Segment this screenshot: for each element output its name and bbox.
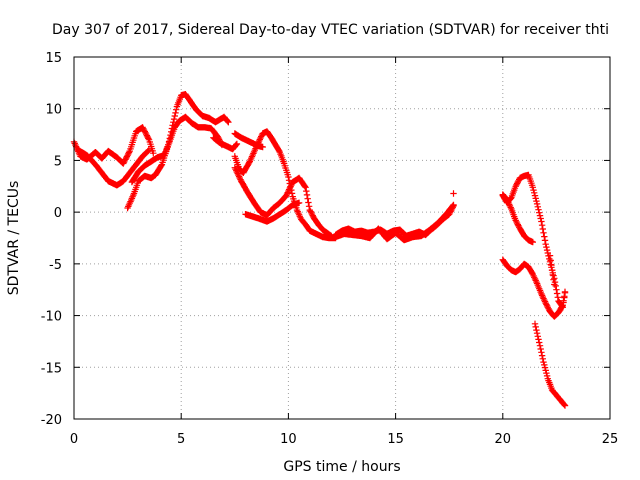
y-tick-label: 10 xyxy=(45,103,62,118)
x-tick-label: 0 xyxy=(70,432,78,447)
y-axis-label: SDTVAR / TECUs xyxy=(6,181,22,296)
data-series-16 xyxy=(531,320,569,409)
data-series-12 xyxy=(450,190,457,197)
grid-lines xyxy=(74,57,610,419)
y-tick-label: -10 xyxy=(41,310,62,325)
chart-title: Day 307 of 2017, Sidereal Day-to-day VTE… xyxy=(52,22,609,38)
x-tick-label: 5 xyxy=(177,432,185,447)
x-tick-label: 25 xyxy=(602,432,619,447)
data-series-3 xyxy=(124,91,232,212)
data-series-9 xyxy=(242,199,303,225)
data-series-1 xyxy=(70,124,157,167)
x-axis-label: GPS time / hours xyxy=(283,459,400,475)
data-series-11 xyxy=(332,201,457,244)
y-tick-label: 5 xyxy=(54,154,62,169)
data-series-15 xyxy=(499,256,569,320)
data-series-5 xyxy=(210,134,241,153)
data-series-7 xyxy=(231,128,339,242)
data-points xyxy=(70,91,569,409)
y-tick-label: -5 xyxy=(49,258,62,273)
plot-frame xyxy=(73,56,611,420)
x-tick-label: 20 xyxy=(495,432,512,447)
axis-ticks xyxy=(73,56,611,420)
y-tick-labels: -20 -15 -10 -5 0 5 10 15 xyxy=(41,51,62,428)
x-tick-label: 10 xyxy=(280,432,297,447)
y-tick-label: -20 xyxy=(41,413,62,428)
y-tick-label: -15 xyxy=(41,361,62,376)
data-series-4 xyxy=(128,113,226,186)
data-series-8 xyxy=(231,164,335,240)
x-tick-label: 15 xyxy=(387,432,404,447)
y-tick-label: 0 xyxy=(54,206,62,221)
y-tick-label: 15 xyxy=(45,51,62,66)
data-series-14 xyxy=(499,191,536,246)
data-series-2 xyxy=(75,146,153,189)
x-tick-labels: 0 5 10 15 20 25 xyxy=(70,432,618,447)
data-series-17 xyxy=(546,252,558,288)
